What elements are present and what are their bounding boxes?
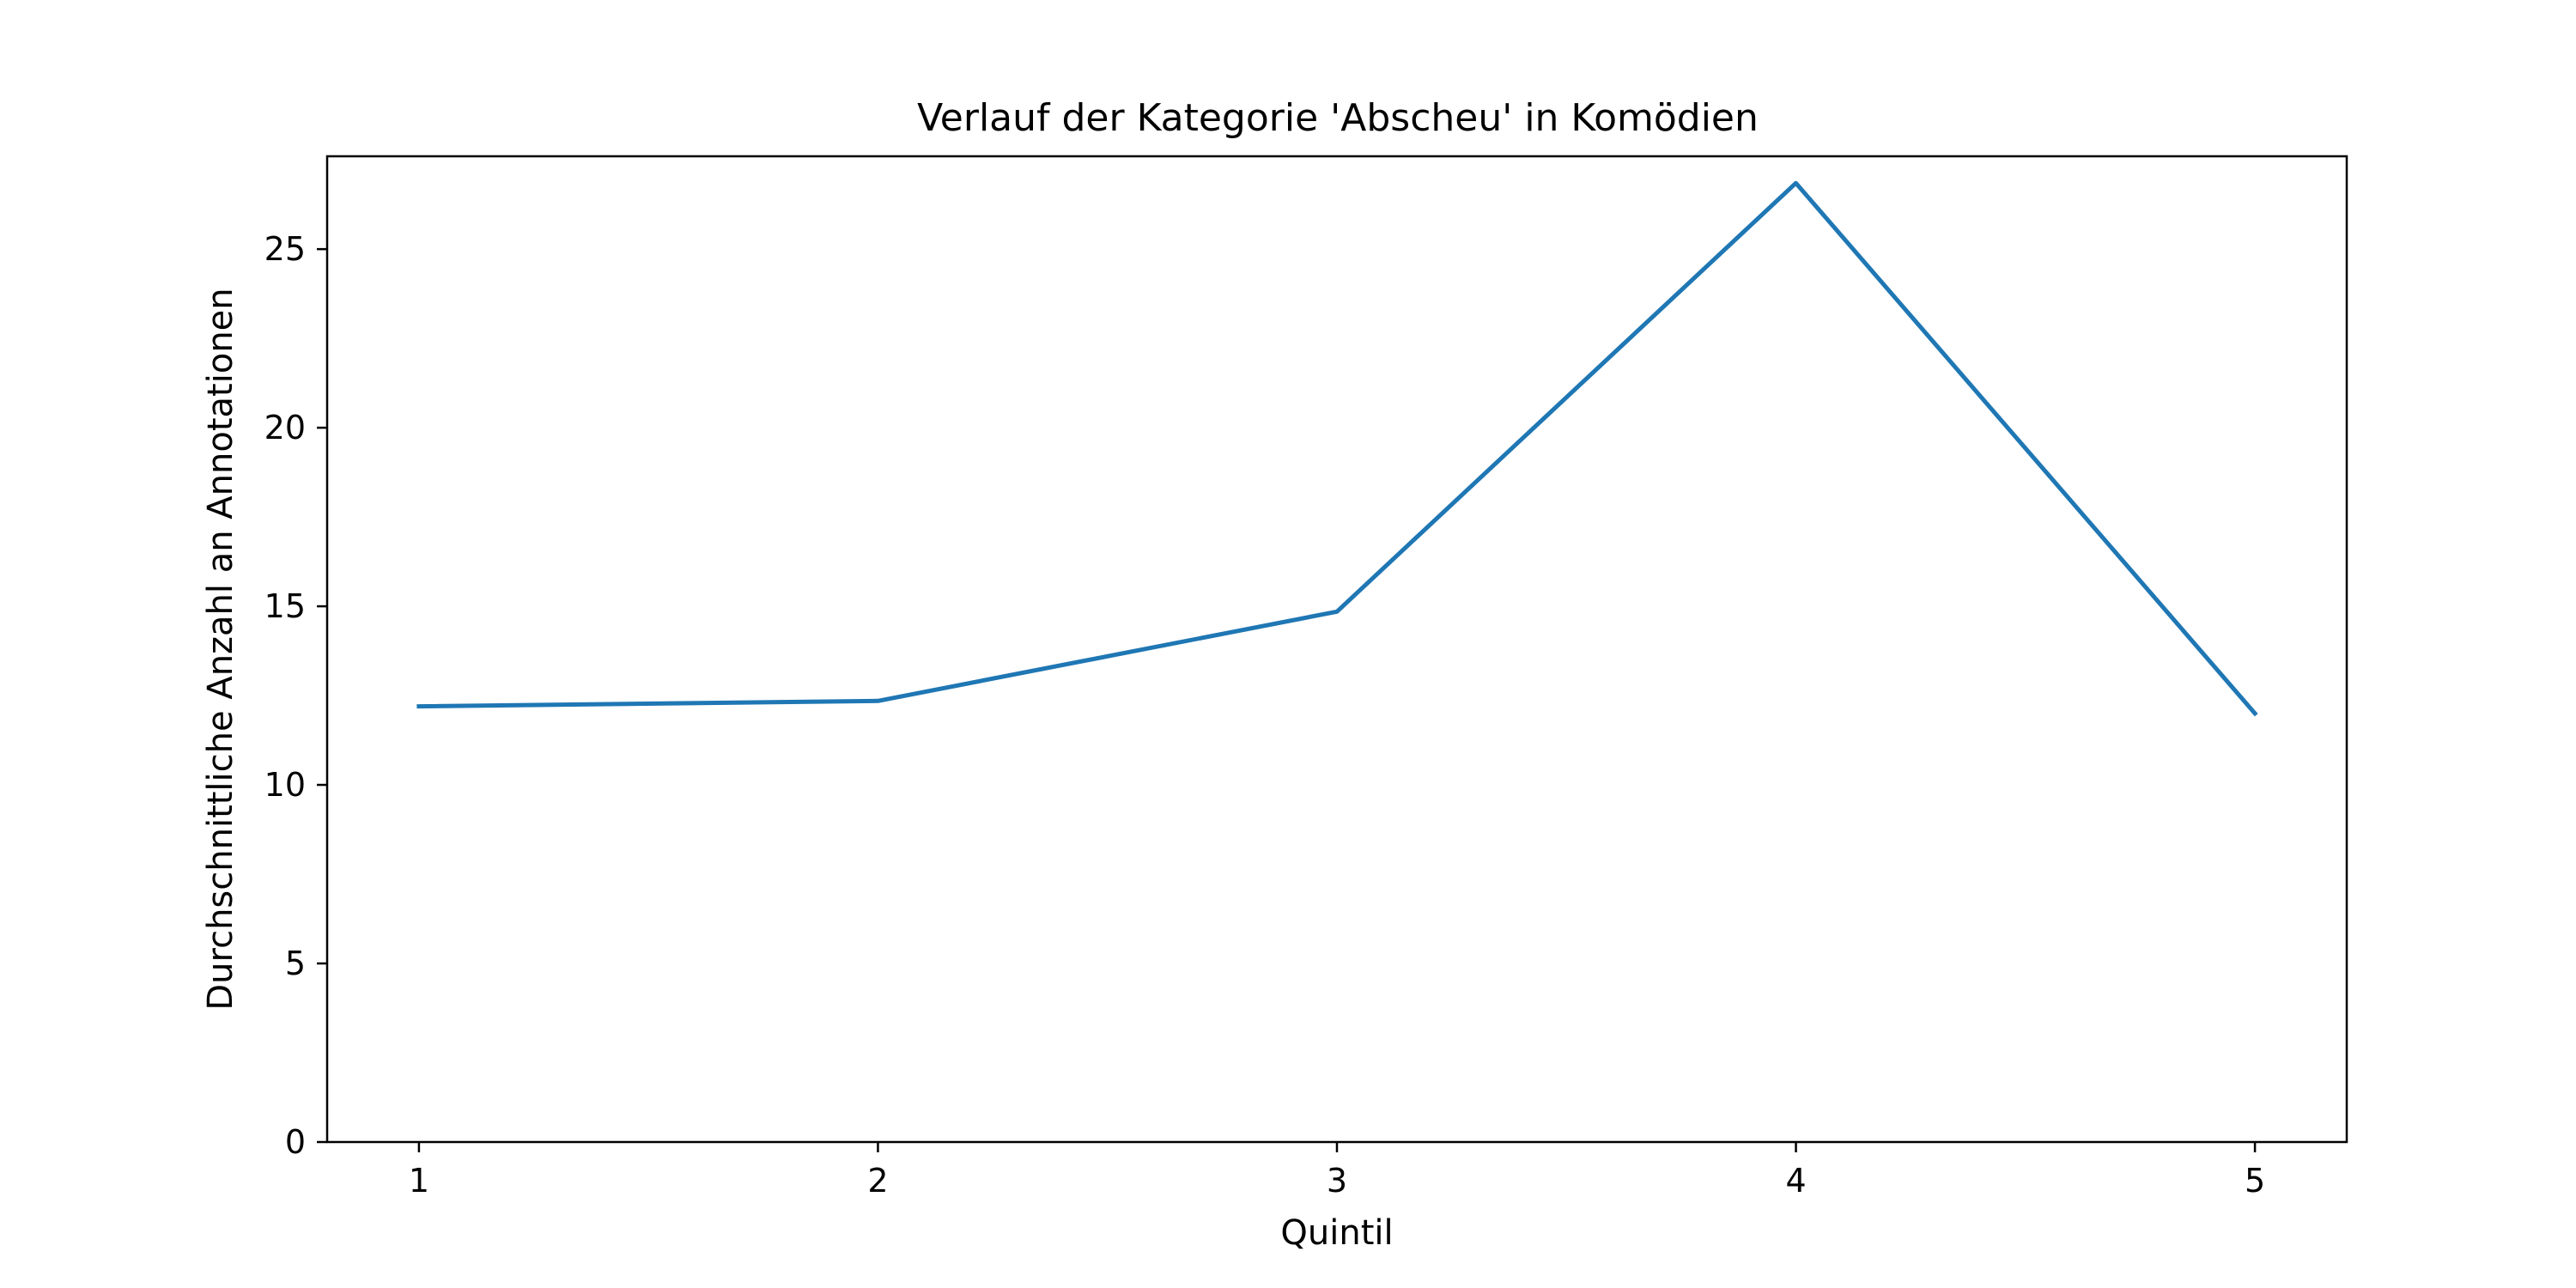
y-tick-label: 5 [285,945,306,982]
y-tick-label: 10 [264,766,306,804]
series-line [416,180,2258,717]
chart-title: Verlauf der Kategorie 'Abscheu' in Komöd… [917,96,1759,140]
y-tick-label: 25 [264,230,306,268]
x-tick-label: 4 [1785,1162,1806,1200]
y-tick-label: 20 [264,409,306,447]
y-axis-label: Durchschnittliche Anzahl an Annotationen [201,288,240,1010]
y-axis: 0 5 10 15 20 25 [264,230,327,1161]
x-axis: 1 2 3 4 5 [409,1142,2265,1200]
y-tick-label: 15 [264,587,306,625]
x-tick-label: 5 [2245,1162,2265,1200]
x-tick-label: 2 [867,1162,888,1200]
x-axis-label: Quintil [1280,1213,1393,1253]
y-tick-label: 0 [285,1123,306,1161]
x-tick-label: 3 [1327,1162,1347,1200]
plot-area [416,180,2258,717]
x-tick-label: 1 [409,1162,429,1200]
